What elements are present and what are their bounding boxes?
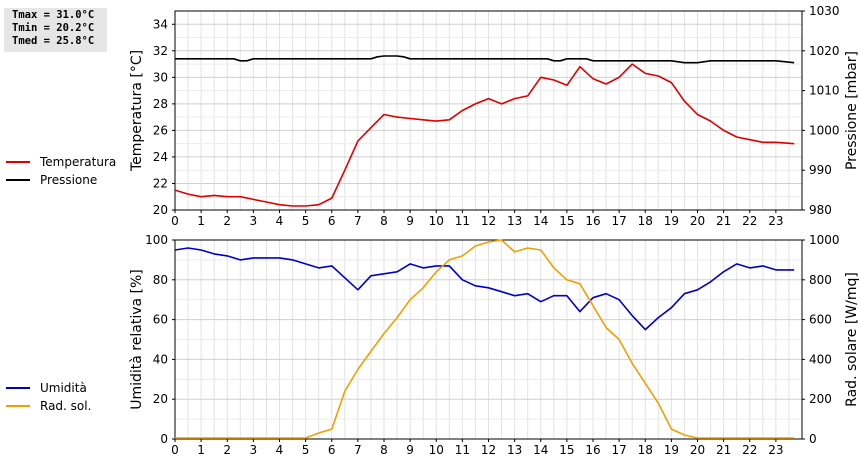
x-tick-label: 22 [742,443,757,457]
x-tick-label: 23 [768,214,783,228]
x-tick-label: 14 [533,214,548,228]
y-tick-label: 20 [153,203,168,217]
x-tick-label: 16 [585,443,600,457]
y2-tick-label: 1020 [809,44,840,58]
y2-tick-label: 800 [809,273,832,287]
x-tick-label: 13 [507,443,522,457]
x-tick-label: 3 [250,214,258,228]
series-line-umidit [174,247,795,331]
x-tick-label: 19 [664,443,679,457]
legend-item-pressione: Pressione [6,173,97,187]
x-tick-label: 3 [250,443,258,457]
y-tick-label: 34 [153,17,168,31]
x-tick-label: 9 [406,443,414,457]
x-tick-label: 7 [354,214,362,228]
x-tick-label: 2 [223,443,231,457]
legend-swatch [6,161,30,163]
y2-axis-title: Pressione [mbar] [844,51,860,170]
stat-tmin: Tmin = 20.2°C [12,22,95,34]
y2-tick-label: 200 [809,392,832,406]
x-tick-label: 13 [507,214,522,228]
legend-item-umidita: Umidità [6,381,87,395]
legend-swatch [6,405,30,407]
x-tick-label: 5 [302,443,310,457]
x-tick-label: 8 [380,443,388,457]
y-tick-label: 0 [160,432,168,446]
y2-tick-label: 1000 [809,123,840,137]
y2-tick-label: 0 [809,432,817,446]
y2-tick-label: 600 [809,313,832,327]
x-tick-label: 6 [328,443,336,457]
series-line-pressione [175,55,795,64]
y-tick-label: 40 [153,352,168,366]
x-tick-label: 0 [171,443,179,457]
x-tick-label: 15 [559,443,574,457]
y2-tick-label: 1010 [809,84,840,98]
x-tick-label: 9 [406,214,414,228]
legend-swatch [6,179,30,181]
series-line-temperatura [174,63,795,207]
y-tick-label: 26 [153,123,168,137]
x-tick-label: 12 [481,443,496,457]
x-tick-label: 21 [716,214,731,228]
y-tick-label: 100 [145,233,168,247]
y-tick-label: 20 [153,392,168,406]
x-tick-label: 8 [380,214,388,228]
x-tick-label: 15 [559,214,574,228]
x-tick-label: 10 [429,214,444,228]
x-tick-label: 23 [768,443,783,457]
x-tick-label: 18 [638,443,653,457]
legend-item-rad-sol: Rad. sol. [6,399,91,413]
x-tick-label: 12 [481,214,496,228]
y-tick-label: 80 [153,273,168,287]
x-tick-label: 5 [302,214,310,228]
x-tick-label: 11 [455,214,470,228]
y-tick-label: 60 [153,313,168,327]
x-tick-label: 14 [533,443,548,457]
x-tick-label: 20 [690,214,705,228]
series-line-rad-sol [175,239,795,439]
y2-tick-label: 1000 [809,233,840,247]
y-axis-title: Umidità relativa [%] [129,269,145,410]
legend-swatch [6,387,30,389]
y-tick-label: 28 [153,97,168,111]
x-tick-label: 20 [690,443,705,457]
x-tick-label: 11 [455,443,470,457]
x-tick-label: 16 [585,214,600,228]
x-tick-label: 4 [276,443,284,457]
y-tick-label: 30 [153,70,168,84]
y2-tick-label: 400 [809,352,832,366]
y-tick-label: 22 [153,176,168,190]
x-tick-label: 6 [328,214,336,228]
x-tick-label: 0 [171,214,179,228]
y-axis-title: Temperatura [°C] [129,50,145,172]
x-tick-label: 19 [664,214,679,228]
x-tick-label: 1 [197,214,205,228]
legend-label: Umidità [40,381,87,395]
y2-tick-label: 990 [809,163,832,177]
legend-label: Temperatura [40,155,117,169]
legend-label: Pressione [40,173,98,187]
stats-box: Tmax = 31.0°C Tmin = 20.2°C Tmed = 25.8°… [4,8,107,52]
x-tick-label: 1 [197,443,205,457]
x-tick-label: 10 [429,443,444,457]
stat-tmax: Tmax = 31.0°C [12,9,95,21]
legend-item-temperatura: Temperatura [6,155,116,169]
stat-tmed: Tmed = 25.8°C [12,35,95,47]
y2-tick-label: 980 [809,203,832,217]
x-tick-label: 2 [223,214,231,228]
x-tick-label: 22 [742,214,757,228]
legend-label: Rad. sol. [40,399,92,413]
x-tick-label: 17 [611,214,626,228]
x-tick-label: 17 [611,443,626,457]
x-tick-label: 21 [716,443,731,457]
y2-axis-title: Rad. solare [W/mq] [844,272,860,407]
y2-tick-label: 1030 [809,4,840,18]
y-tick-label: 24 [153,150,168,164]
x-tick-label: 18 [638,214,653,228]
x-tick-label: 7 [354,443,362,457]
y-tick-label: 32 [153,44,168,58]
x-tick-label: 4 [276,214,284,228]
